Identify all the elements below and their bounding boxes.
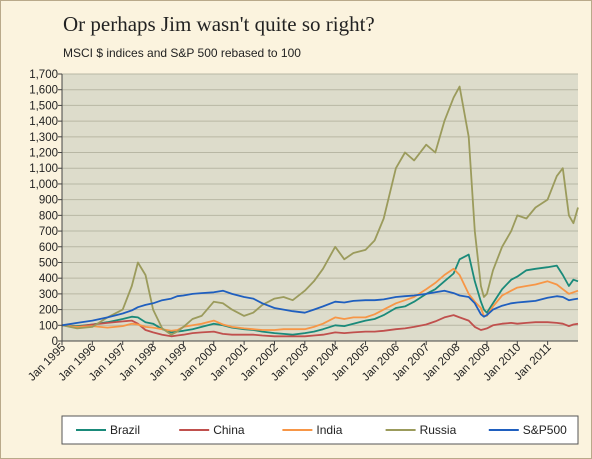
plot-area	[62, 74, 578, 341]
y-tick-label: 500	[39, 257, 58, 269]
series-line-s-p500	[61, 289, 579, 327]
y-tick-label: 900	[39, 195, 58, 207]
y-tick-label: 1,400	[29, 116, 58, 128]
y-tick-label: 1,300	[29, 132, 58, 144]
chart-title: Or perhaps Jim wasn't quite so right?	[63, 12, 375, 36]
series-line-russia	[61, 85, 579, 336]
legend-label: India	[316, 423, 342, 437]
legend-label: S&P500	[523, 423, 567, 437]
y-tick-label: 0	[52, 336, 58, 348]
y-tick-label: 800	[39, 210, 58, 222]
series-line-india	[61, 267, 579, 332]
y-tick-label: 700	[39, 226, 58, 238]
legend-label: Russia	[420, 423, 457, 437]
y-axis: 0 100 200 300 400 500 600 700 800 900 1,000 1,100 1,…	[29, 69, 62, 348]
legend-label: Brazil	[110, 423, 140, 437]
chart-subtitle: MSCI $ indices and S&P 500 rebased to 10…	[63, 46, 301, 60]
y-tick-label: 100	[39, 320, 58, 332]
legend-items: Brazil China India Russia S&P500	[76, 423, 567, 437]
y-tick-label: 400	[39, 273, 58, 285]
legend-label: China	[213, 423, 245, 437]
y-tick-label: 300	[39, 289, 58, 301]
y-tick-label: 1,100	[29, 163, 58, 175]
y-tick-label: 600	[39, 242, 58, 254]
series-lines	[61, 85, 579, 338]
series-line-china	[61, 314, 579, 338]
y-tick-label: 200	[39, 305, 58, 317]
y-tick-label: 1,200	[29, 148, 58, 160]
y-tick-label: 1,000	[29, 179, 58, 191]
y-tick-label: 1,700	[29, 69, 58, 81]
gridlines	[62, 73, 578, 326]
y-tick-label: 1,600	[29, 85, 58, 97]
y-tick-label: 1,500	[29, 100, 58, 112]
